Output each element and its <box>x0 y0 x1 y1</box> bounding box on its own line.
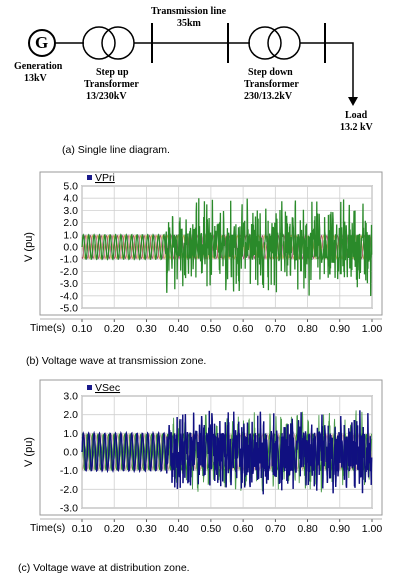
legend-label: VSec <box>95 382 120 394</box>
transmission-line-label: Transmission line <box>151 6 227 17</box>
y-tick-label: 1.0 <box>63 229 78 241</box>
x-tick-label: 0.20 <box>104 323 125 335</box>
caption-a: (a) Single line diagram. <box>62 144 170 156</box>
x-tick-label: 0.90 <box>330 323 351 335</box>
stepup-label: Step up <box>96 67 129 78</box>
y-tick-label: -3.0 <box>60 278 78 290</box>
y-tick-label: 5.0 <box>63 181 78 193</box>
y-tick-label: 4.0 <box>63 193 78 205</box>
y-tick-label: -3.0 <box>60 503 78 515</box>
y-tick-label: 1.0 <box>63 428 78 440</box>
stepup-ratio-label: 13/230kV <box>86 91 127 102</box>
y-tick-label: 3.0 <box>63 391 78 403</box>
x-tick-label: 0.40 <box>168 323 189 335</box>
x-tick-label: 0.60 <box>233 323 254 335</box>
x-tick-label: 0.50 <box>201 323 222 335</box>
x-axis-title: Time(s) <box>30 522 65 534</box>
y-tick-label: 3.0 <box>63 205 78 217</box>
x-axis-title: Time(s) <box>30 322 65 334</box>
x-tick-label: 0.30 <box>136 523 157 535</box>
stepdown-transformer-label: Transformer <box>244 79 299 90</box>
x-tick-label: 0.70 <box>265 323 286 335</box>
stepup-transformer-coil-1 <box>82 26 116 60</box>
load-label: Load <box>345 110 368 121</box>
x-tick-label: 1.00 <box>362 323 383 335</box>
stepdown-label: Step down <box>248 67 293 78</box>
caption-c: (c) Voltage wave at distribution zone. <box>18 562 190 574</box>
load-arrow <box>348 97 358 106</box>
x-tick-label: 1.00 <box>362 523 383 535</box>
y-tick-label: 2.0 <box>63 217 78 229</box>
y-axis-title: V (pu) <box>23 232 35 262</box>
legend-marker <box>87 385 92 390</box>
x-tick-label: 0.20 <box>104 523 125 535</box>
load-voltage-label: 13.2 kV <box>340 122 373 133</box>
generator-letter: G <box>35 33 49 52</box>
y-tick-label: -1.0 <box>60 254 78 266</box>
stepdown-ratio-label: 230/13.2kV <box>244 91 293 102</box>
generation-label: Generation <box>14 61 63 72</box>
x-tick-label: 0.10 <box>72 523 93 535</box>
load-feeder-line <box>325 42 354 100</box>
x-tick-label: 0.30 <box>136 323 157 335</box>
y-tick-label: 0.0 <box>63 242 78 254</box>
stepdown-transformer-coil-1 <box>248 26 282 60</box>
y-tick-label: -4.0 <box>60 290 78 302</box>
legend-label: VPri <box>95 172 115 184</box>
x-tick-label: 0.80 <box>297 523 318 535</box>
y-tick-label: -2.0 <box>60 266 78 278</box>
secondary-waveform <box>81 410 373 493</box>
y-tick-label: 2.0 <box>63 409 78 421</box>
y-axis-title: V (pu) <box>23 437 35 467</box>
caption-b: (b) Voltage wave at transmission zone. <box>26 355 207 367</box>
x-tick-label: 0.60 <box>233 523 254 535</box>
x-tick-label: 0.80 <box>297 323 318 335</box>
x-tick-label: 0.90 <box>330 523 351 535</box>
main-waveform-top <box>81 410 373 495</box>
x-tick-label: 0.10 <box>72 323 93 335</box>
x-tick-label: 0.70 <box>265 523 286 535</box>
x-tick-label: 0.40 <box>168 523 189 535</box>
main-waveform <box>81 198 373 297</box>
stepup-transformer-label: Transformer <box>84 79 139 90</box>
y-tick-label: 0.0 <box>63 447 78 459</box>
x-tick-label: 0.50 <box>201 523 222 535</box>
generation-voltage-label: 13kV <box>24 73 47 84</box>
legend-marker <box>87 175 92 180</box>
y-tick-label: -5.0 <box>60 303 78 315</box>
y-tick-label: -2.0 <box>60 484 78 496</box>
y-tick-label: -1.0 <box>60 465 78 477</box>
transmission-length-label: 35km <box>177 18 201 29</box>
